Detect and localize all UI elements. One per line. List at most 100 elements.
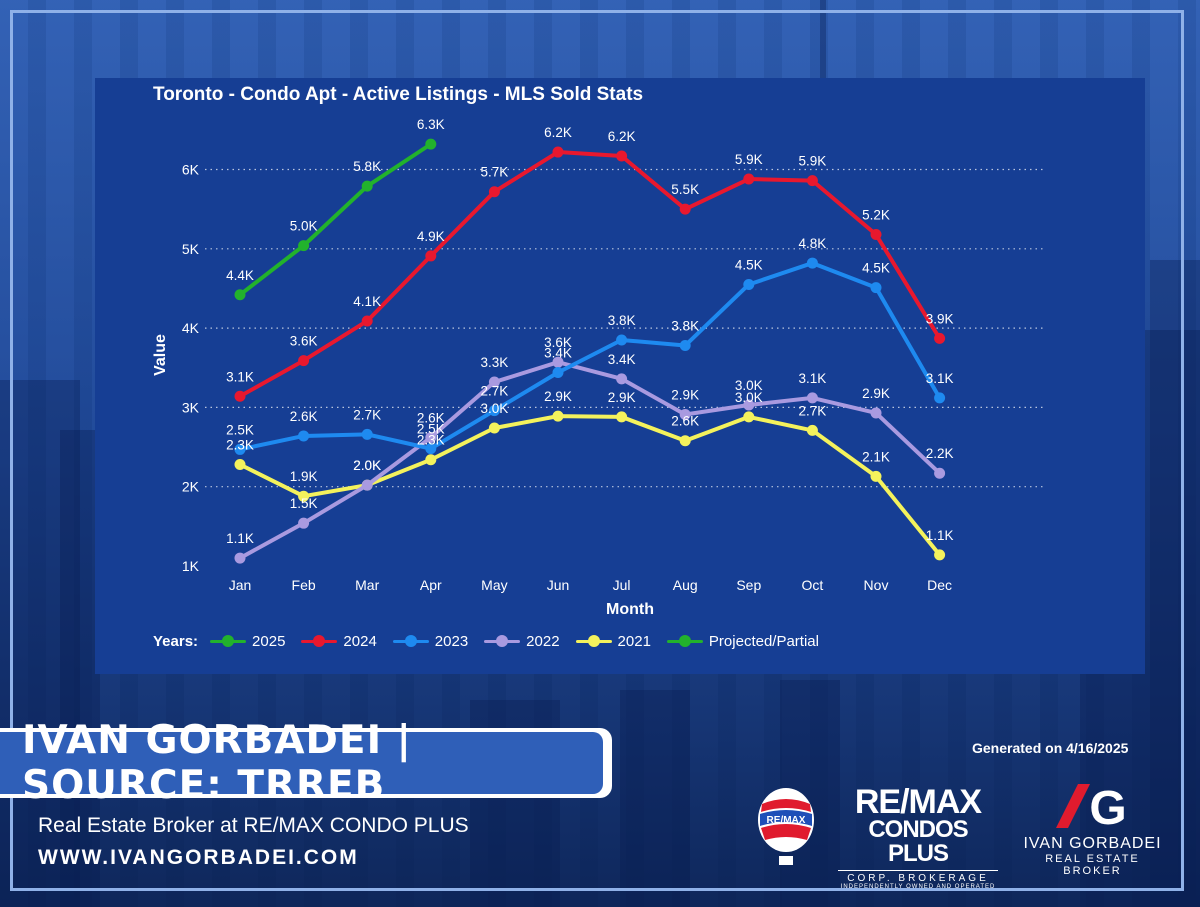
data-point-2021 [934,549,946,561]
data-point-2023 [870,282,882,294]
data-label-2021: 1.1K [926,528,954,543]
data-point-2021 [298,490,310,502]
data-point-2022 [552,356,564,368]
chart-legend: Years: 2025 2024 2023 2022 2021 Projected/Par… [153,629,835,653]
data-label-2024: 5.9K [735,152,763,167]
name-banner: IVAN GORBADEI | SOURCE: TRREB [0,718,603,808]
data-point-2021 [488,422,500,434]
data-label-2022: 1.5K [290,496,318,511]
legend-label: 2021 [617,632,651,650]
data-point-2021 [234,458,246,470]
data-point-2021 [870,470,882,482]
data-point-2021 [616,411,628,423]
legend-marker [575,635,612,647]
data-label-2023: 4.8K [799,236,827,251]
data-label-2025: 4.4K [226,268,254,283]
legend-marker [484,635,521,647]
legend-item: 2022 [484,632,560,650]
legend-label: 2023 [434,632,469,650]
data-label-2021: 2.9K [608,390,636,405]
data-label-2021: 2.3K [417,433,445,448]
chart-title: Toronto - Condo Apt - Active Listings - … [153,84,644,105]
legend-title: Years: [153,632,199,650]
data-label-2021: 2.6K [671,414,699,429]
data-point-2025 [234,289,246,301]
data-point-2024 [806,175,818,187]
data-point-2021 [743,411,755,423]
broker-subtitle: Real Estate Broker at RE/MAX CONDO PLUS [38,814,469,837]
x-tick-label: Dec [927,577,952,593]
data-label-2023: 3.4K [544,346,572,361]
data-label-2024: 3.6K [290,334,318,349]
data-point-2024 [425,250,437,262]
data-label-2023: 3.8K [608,313,636,328]
legend-marker [392,635,429,647]
legend-item: 2025 [210,633,285,650]
y-tick-label: 3K [182,399,200,415]
data-point-2024 [679,203,691,215]
data-label-2022: 3.1K [799,371,827,386]
data-point-2022 [806,392,818,404]
data-point-2024 [743,173,755,185]
data-label-2024: 4.9K [417,229,445,244]
data-label-2024: 6.2K [608,129,636,144]
data-point-2023 [743,278,755,290]
data-label-2024: 5.5K [671,182,699,197]
data-label-2022: 3.0K [735,378,763,393]
y-tick-label: 1K [182,558,200,574]
data-label-2022: 2.9K [862,386,890,401]
data-label-2022: 2.0K [353,458,381,473]
data-label-2024: 6.2K [544,125,572,140]
data-point-2023 [298,430,310,442]
remax-logo-line2: CONDOS PLUS [868,816,968,867]
data-label-2024: 5.2K [862,208,890,223]
data-label-2022: 2.9K [671,388,699,403]
data-label-2025: 6.3K [417,117,445,132]
data-point-2022 [234,552,246,564]
x-tick-label: Sep [736,577,761,593]
data-point-2021 [552,410,564,422]
x-tick-label: Jun [547,577,570,593]
logo-name: IVAN GORBADEI [1023,835,1162,852]
data-label-2024: 3.9K [926,311,954,326]
x-tick-label: Aug [673,577,698,593]
legend-label: Projected/Partial [708,632,819,650]
data-label-2024: 3.1K [226,369,254,384]
data-point-2023 [425,443,437,455]
series-line-2022 [238,360,942,561]
data-label-2022: 1.1K [226,531,254,546]
series-line-2024 [238,150,942,399]
generated-date: Generated on 4/16/2025 [972,740,1129,756]
remax-balloon-logo: RE/MAX [758,788,814,865]
y-tick-label: 6K [182,162,200,178]
x-tick-label: May [481,577,507,593]
data-point-2023 [679,340,691,352]
image-border [10,10,1184,891]
data-label-2021: 3.0K [481,401,509,416]
y-tick-label: 5K [182,241,200,257]
data-label-2021: 2.7K [799,403,827,418]
legend-label: 2025 [252,632,286,650]
y-axis-title: Value [152,334,169,376]
data-point-2022 [743,399,755,411]
data-label-2023: 4.5K [862,261,890,276]
x-tick-label: Feb [292,577,316,593]
data-point-2023 [806,257,818,269]
data-label-2025: 5.8K [353,159,381,174]
x-tick-label: Jul [613,577,631,593]
data-label-2023: 3.1K [926,371,954,386]
legend-label: 2022 [526,632,560,650]
website-link[interactable]: WWW.IVANGORBADEI.COM [38,846,359,869]
data-point-2024 [298,355,310,367]
logo-role: REAL ESTATE BROKER [1045,853,1140,877]
data-point-2021 [425,454,437,466]
x-tick-label: Oct [802,577,824,593]
data-point-2024 [234,390,246,402]
ivan-gorbadei-logo: G IVAN GORBADEI REAL ESTATE BROKER [1020,780,1165,877]
data-point-2024 [361,315,373,327]
data-point-2022 [361,479,373,491]
g-monogram-icon: G [1055,782,1126,835]
legend-marker [210,635,247,647]
data-label-2023: 2.7K [353,407,381,422]
